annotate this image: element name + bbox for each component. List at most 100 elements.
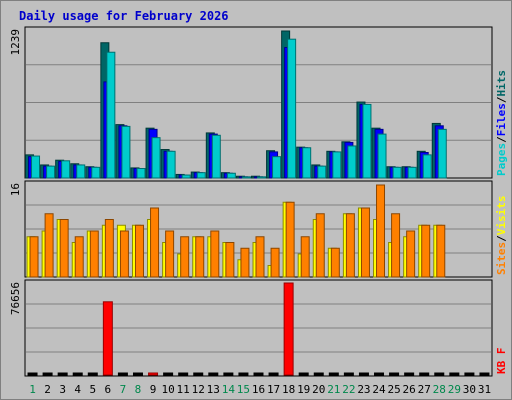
bar-kbf-day-22: [343, 372, 354, 376]
x-tick-label-day-21: 21: [327, 383, 340, 396]
bar-pages-day-5: [91, 166, 101, 179]
bar-sites-day-1: [29, 236, 39, 278]
bar-kbf-day-12: [193, 372, 204, 376]
bar-sites-day-19: [300, 236, 310, 278]
bar-sites-day-7: [119, 230, 129, 278]
x-tick-label-day-27: 27: [418, 383, 431, 396]
x-tick-label-day-18: 18: [282, 383, 295, 396]
bar-kbf-day-13: [208, 372, 219, 376]
bar-pages-day-1: [31, 155, 41, 179]
chart-title: Daily usage for February 2026: [19, 9, 229, 23]
bar-pages-day-20: [317, 165, 327, 179]
bar-pages-day-18: [287, 38, 297, 179]
bar-sites-day-16: [255, 236, 265, 278]
bar-sites-day-3: [59, 219, 69, 278]
bar-pages-day-11: [181, 174, 191, 179]
x-tick-label-day-23: 23: [357, 383, 370, 396]
x-tick-label-day-29: 29: [448, 383, 461, 396]
x-tick-label-day-2: 2: [44, 383, 51, 396]
bar-kbf-day-27: [419, 372, 430, 376]
legend-visits: Visits: [495, 196, 508, 236]
bar-pages-day-26: [407, 166, 417, 179]
x-tick-label-day-19: 19: [297, 383, 310, 396]
bar-kbf-day-24: [374, 372, 385, 376]
panel-top-legend: Pages/Files/Hits: [495, 70, 508, 176]
bar-sites-day-20: [315, 213, 325, 278]
bar-kbf-day-1: [27, 372, 38, 376]
x-tick-label-day-11: 11: [177, 383, 190, 396]
bar-kbf-day-20: [313, 372, 324, 376]
bar-kbf-day-11: [178, 372, 189, 376]
bar-kbf-day-26: [404, 372, 415, 376]
x-tick-label-day-13: 13: [207, 383, 220, 396]
bar-pages-day-10: [166, 150, 176, 179]
bar-pages-day-24: [377, 133, 387, 179]
bar-sites-day-8: [134, 224, 144, 278]
bar-sites-day-15: [240, 247, 250, 278]
bar-kbf-day-5: [87, 372, 98, 376]
x-tick-label-day-8: 8: [135, 383, 142, 396]
bar-sites-day-23: [360, 207, 370, 278]
bar-kbf-day-25: [389, 372, 400, 376]
bar-kbf-day-6: [102, 301, 113, 376]
bar-kbf-day-4: [72, 372, 83, 376]
bar-sites-day-17: [270, 247, 280, 278]
x-tick-label-day-25: 25: [387, 383, 400, 396]
x-tick-label-day-1: 1: [29, 383, 36, 396]
bar-sites-day-27: [421, 224, 431, 278]
x-tick-label-day-14: 14: [222, 383, 236, 396]
panel-middle-max-label: 16: [9, 183, 22, 196]
bar-sites-day-2: [44, 213, 54, 278]
bar-pages-day-3: [61, 160, 71, 179]
legend-hits: Hits: [495, 70, 508, 97]
bar-kbf-day-16: [253, 372, 264, 376]
bar-pages-day-21: [332, 151, 342, 179]
bar-sites-day-25: [391, 213, 401, 278]
bar-pages-day-12: [196, 172, 206, 179]
bar-sites-day-5: [89, 230, 99, 278]
bar-sites-day-24: [376, 184, 386, 278]
x-tick-label-day-16: 16: [252, 383, 265, 396]
bar-pages-day-19: [302, 147, 312, 179]
bar-sites-day-6: [104, 219, 114, 278]
x-tick-label-day-4: 4: [74, 383, 81, 396]
x-tick-label-day-3: 3: [59, 383, 66, 396]
panel-middle-legend: Sites/Visits: [495, 196, 508, 276]
bar-kbf-day-29: [449, 372, 460, 376]
bar-pages-day-4: [76, 164, 86, 179]
panel-middle: 16 Sites/Visits: [9, 180, 508, 278]
bar-sites-day-18: [285, 201, 295, 278]
x-tick-label-day-30: 30: [463, 383, 476, 396]
x-tick-label-day-7: 7: [120, 383, 127, 396]
bar-pages-day-25: [392, 166, 402, 179]
bar-kbf-day-10: [163, 372, 174, 376]
bar-kbf-day-18: [283, 282, 294, 376]
bar-kbf-day-31: [479, 372, 490, 376]
bar-kbf-day-21: [328, 372, 339, 376]
bar-pages-day-15: [241, 176, 251, 179]
x-tick-label-day-20: 20: [312, 383, 325, 396]
x-axis-labels: 1 2 3 4 5 6 7 8 9 10 11 12 13 14 15 16 17 18 19 20 21 22 23 24 2…: [29, 383, 491, 396]
x-tick-label-day-6: 6: [105, 383, 112, 396]
x-tick-label-day-10: 10: [161, 383, 174, 396]
x-tick-label-day-5: 5: [89, 383, 96, 396]
bar-kbf-day-9: [148, 372, 159, 376]
bar-pages-day-28: [437, 128, 447, 179]
bar-sites-day-21: [330, 247, 340, 278]
bar-pages-day-17: [272, 156, 282, 179]
x-tick-label-day-28: 28: [433, 383, 446, 396]
bar-sites-day-22: [345, 213, 355, 278]
bar-kbf-day-19: [298, 372, 309, 376]
bar-pages-day-6: [106, 51, 116, 179]
bar-sites-day-12: [195, 236, 205, 278]
bar-kbf-day-15: [238, 372, 249, 376]
bar-kbf-day-7: [117, 372, 128, 376]
panel-bottom-legend: KB F: [495, 348, 508, 375]
x-tick-label-day-26: 26: [403, 383, 416, 396]
bar-kbf-day-23: [358, 372, 369, 376]
legend-kbf: KB F: [495, 348, 508, 375]
bar-pages-day-9: [151, 137, 161, 179]
legend-separator: /: [495, 235, 508, 242]
